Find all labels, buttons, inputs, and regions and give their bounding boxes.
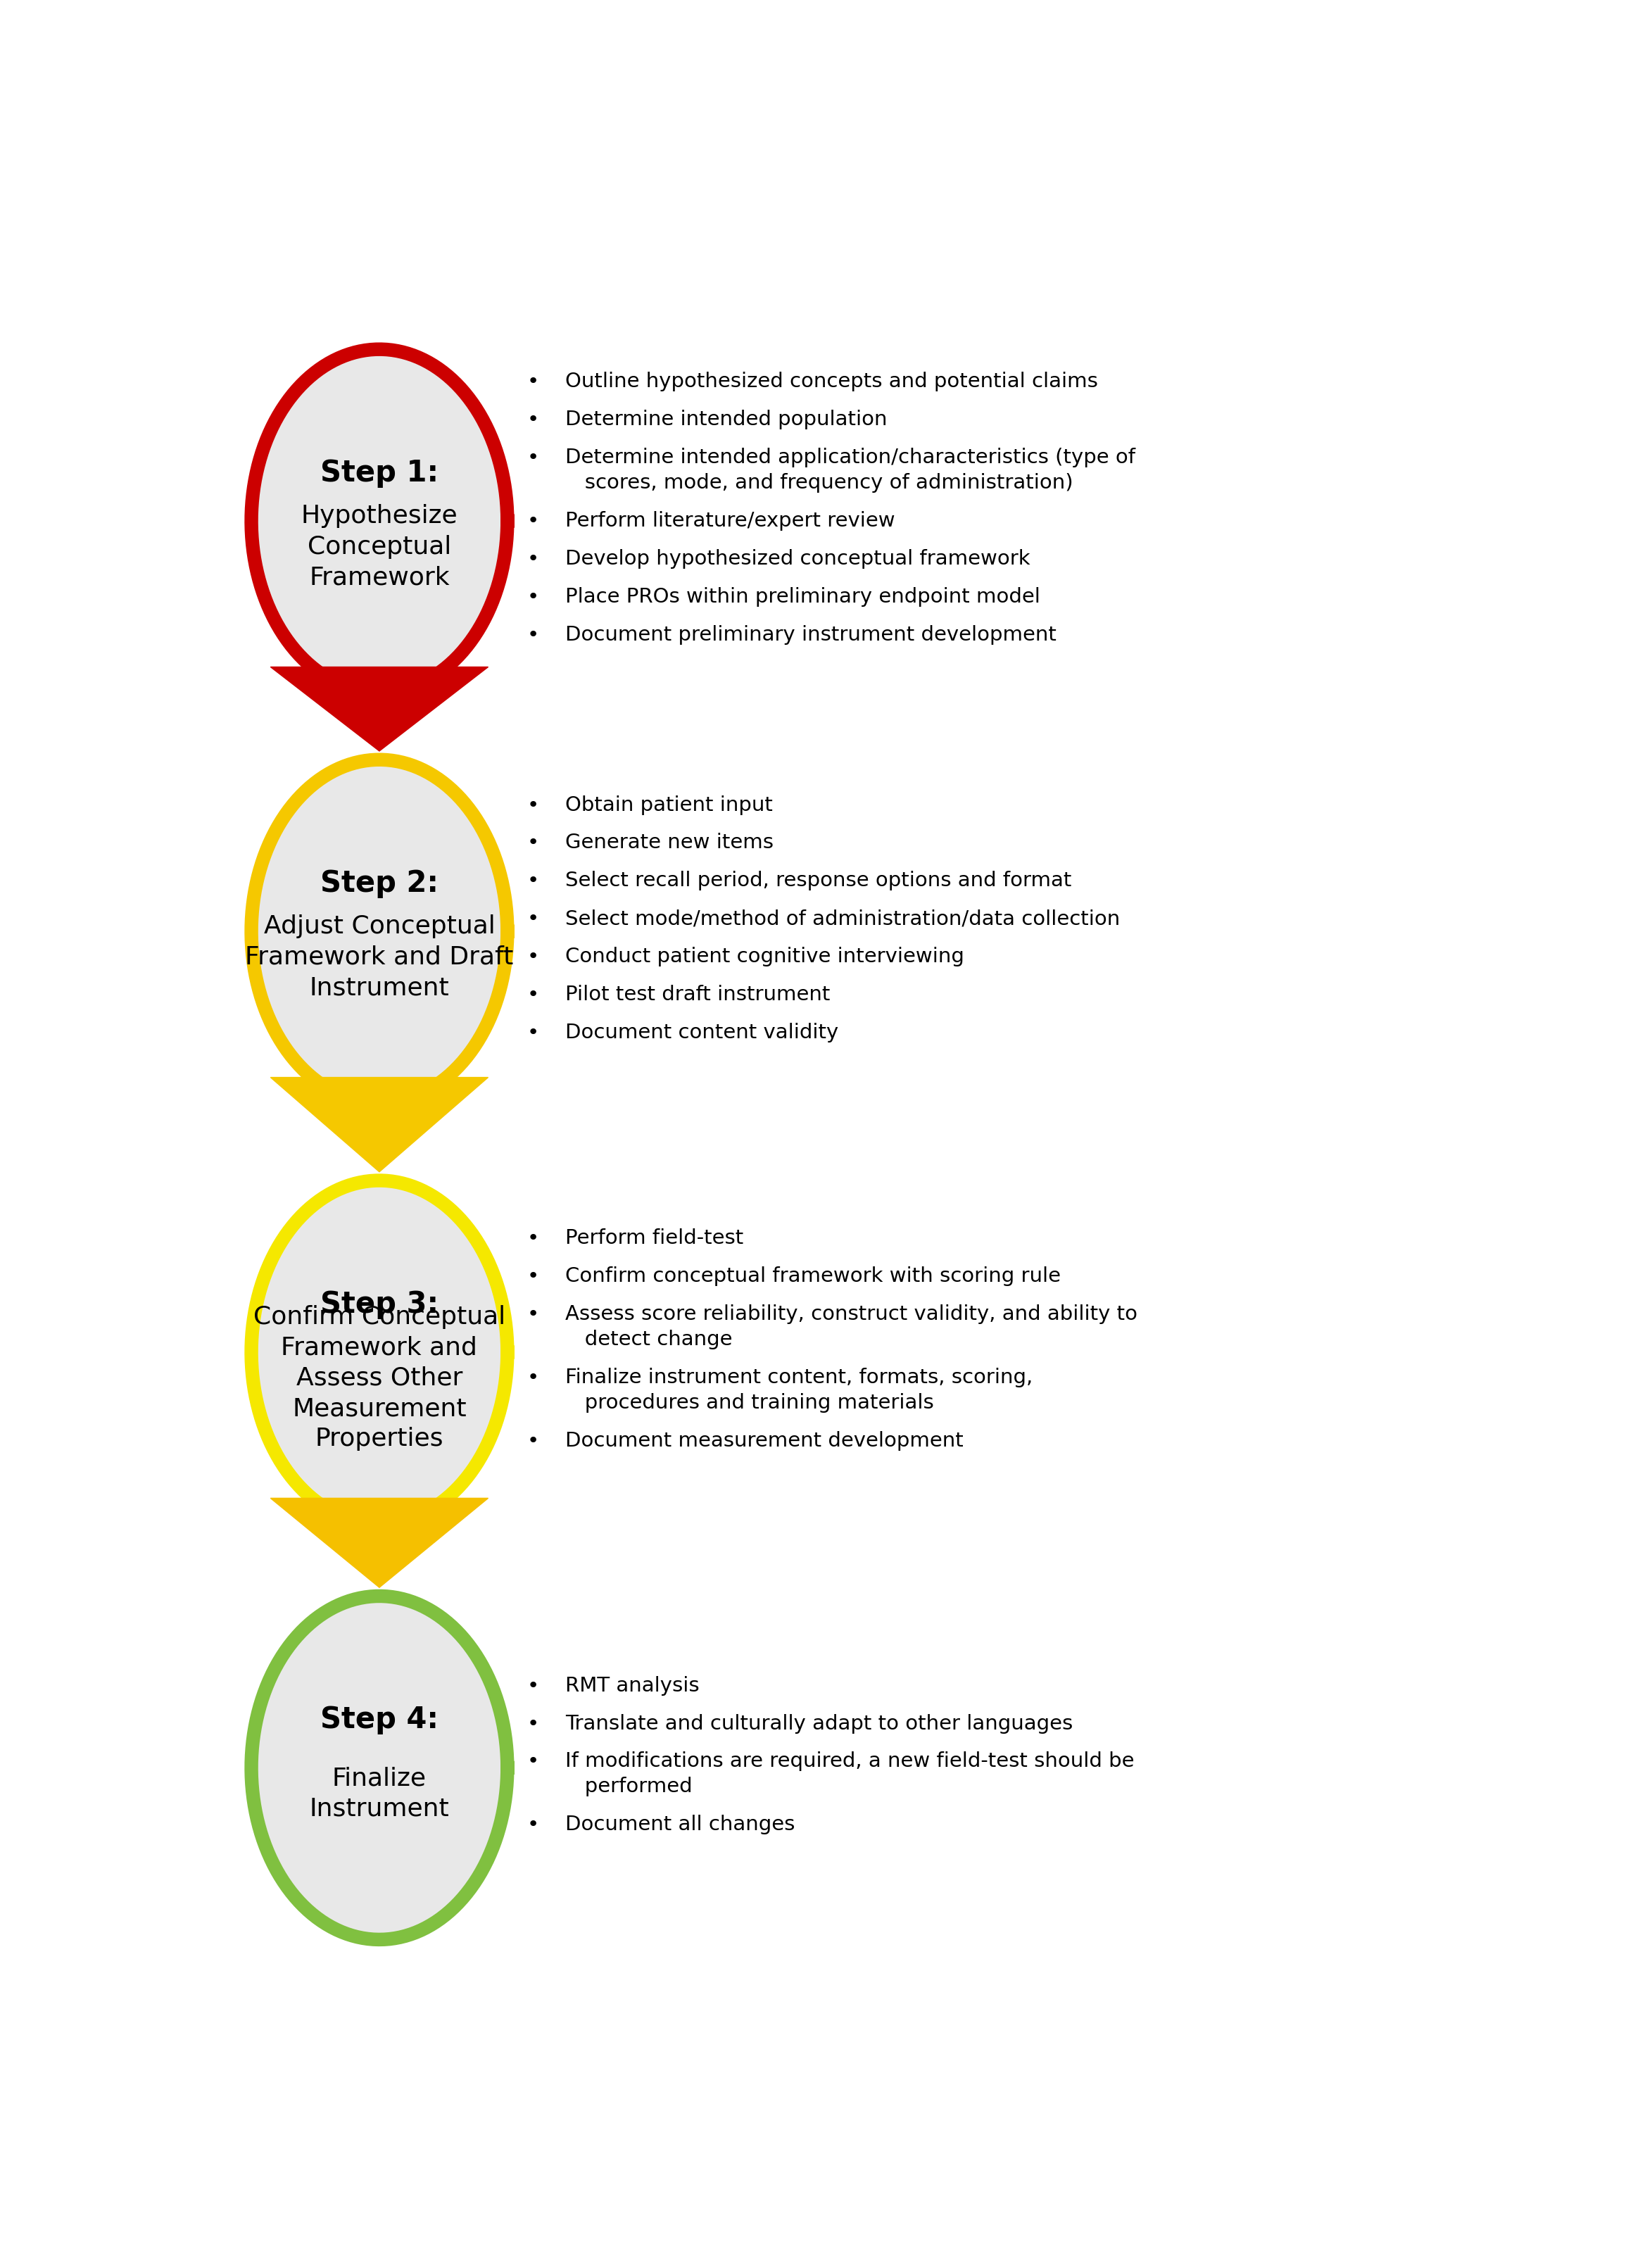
Polygon shape — [271, 668, 489, 751]
Text: performed: performed — [565, 1777, 692, 1797]
Text: RMT analysis: RMT analysis — [565, 1676, 699, 1696]
Text: •: • — [527, 371, 539, 391]
Text: Document measurement development: Document measurement development — [565, 1430, 963, 1451]
Text: Outline hypothesized concepts and potential claims: Outline hypothesized concepts and potent… — [565, 371, 1097, 391]
Text: scores, mode, and frequency of administration): scores, mode, and frequency of administr… — [565, 472, 1072, 493]
Text: Step 4:: Step 4: — [320, 1705, 438, 1734]
Text: •: • — [527, 1430, 539, 1451]
Text: •: • — [527, 1367, 539, 1388]
Polygon shape — [251, 349, 507, 693]
Text: •: • — [527, 511, 539, 531]
Text: Pilot test draft instrument: Pilot test draft instrument — [565, 985, 829, 1005]
Text: •: • — [527, 909, 539, 929]
Text: Obtain patient input: Obtain patient input — [565, 796, 773, 814]
Text: Translate and culturally adapt to other languages: Translate and culturally adapt to other … — [565, 1714, 1072, 1734]
Text: Hypothesize
Conceptual
Framework: Hypothesize Conceptual Framework — [301, 504, 458, 589]
Text: Generate new items: Generate new items — [565, 832, 773, 852]
Text: Place PROs within preliminary endpoint model: Place PROs within preliminary endpoint m… — [565, 587, 1041, 607]
Text: •: • — [527, 1228, 539, 1248]
Text: detect change: detect change — [565, 1329, 732, 1349]
Text: Determine intended population: Determine intended population — [565, 409, 887, 430]
Text: •: • — [527, 870, 539, 891]
Text: Confirm conceptual framework with scoring rule: Confirm conceptual framework with scorin… — [565, 1266, 1061, 1286]
Text: •: • — [527, 1815, 539, 1835]
Text: procedures and training materials: procedures and training materials — [565, 1392, 933, 1412]
Polygon shape — [251, 1597, 507, 1939]
Text: •: • — [527, 832, 539, 852]
Text: Select mode/method of administration/data collection: Select mode/method of administration/dat… — [565, 909, 1120, 929]
Text: •: • — [527, 549, 539, 569]
Text: •: • — [527, 587, 539, 607]
Text: Step 3:: Step 3: — [320, 1289, 438, 1318]
Text: •: • — [527, 1676, 539, 1696]
Text: Document preliminary instrument development: Document preliminary instrument developm… — [565, 625, 1056, 645]
Text: If modifications are required, a new field-test should be: If modifications are required, a new fie… — [565, 1752, 1133, 1772]
Text: Document content validity: Document content validity — [565, 1023, 838, 1044]
Text: Step 2:: Step 2: — [320, 868, 438, 897]
Text: Document all changes: Document all changes — [565, 1815, 795, 1835]
Text: •: • — [527, 796, 539, 814]
Polygon shape — [271, 1498, 489, 1588]
Text: Confirm Conceptual
Framework and
Assess Other
Measurement
Properties: Confirm Conceptual Framework and Assess … — [253, 1304, 506, 1451]
Text: Conduct patient cognitive interviewing: Conduct patient cognitive interviewing — [565, 947, 965, 967]
Text: •: • — [527, 1266, 539, 1286]
Text: Select recall period, response options and format: Select recall period, response options a… — [565, 870, 1072, 891]
Text: Perform literature/expert review: Perform literature/expert review — [565, 511, 895, 531]
Text: •: • — [527, 1714, 539, 1734]
Text: Finalize
Instrument: Finalize Instrument — [309, 1765, 449, 1822]
Text: Perform field-test: Perform field-test — [565, 1228, 743, 1248]
Text: •: • — [527, 625, 539, 645]
Text: Develop hypothesized conceptual framework: Develop hypothesized conceptual framewor… — [565, 549, 1029, 569]
Text: •: • — [527, 448, 539, 468]
Polygon shape — [251, 760, 507, 1102]
Polygon shape — [271, 1077, 489, 1172]
Text: Step 1:: Step 1: — [320, 459, 438, 488]
Text: •: • — [527, 1752, 539, 1772]
Text: •: • — [527, 947, 539, 967]
Polygon shape — [251, 1181, 507, 1525]
Text: Determine intended application/characteristics (type of: Determine intended application/character… — [565, 448, 1135, 468]
Text: Adjust Conceptual
Framework and Draft
Instrument: Adjust Conceptual Framework and Draft In… — [244, 915, 514, 1001]
Text: •: • — [527, 1304, 539, 1325]
Text: Finalize instrument content, formats, scoring,: Finalize instrument content, formats, sc… — [565, 1367, 1032, 1388]
Text: •: • — [527, 985, 539, 1005]
Text: •: • — [527, 1023, 539, 1044]
Text: •: • — [527, 409, 539, 430]
Text: Assess score reliability, construct validity, and ability to: Assess score reliability, construct vali… — [565, 1304, 1137, 1325]
